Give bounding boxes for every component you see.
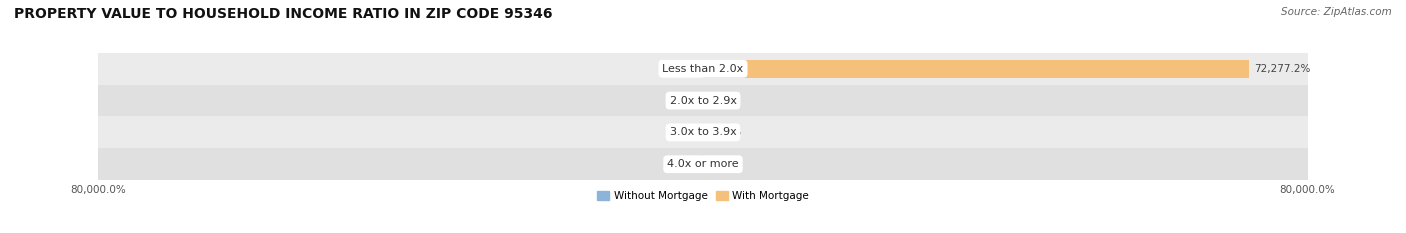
Text: 2.0x to 2.9x: 2.0x to 2.9x — [669, 96, 737, 106]
Text: 72,277.2%: 72,277.2% — [1254, 64, 1310, 74]
Legend: Without Mortgage, With Mortgage: Without Mortgage, With Mortgage — [593, 187, 813, 205]
Text: 37.6%: 37.6% — [709, 159, 741, 169]
Bar — [703, 60, 1249, 78]
Text: Less than 2.0x: Less than 2.0x — [662, 64, 744, 74]
Text: 0.0%: 0.0% — [672, 64, 699, 74]
Bar — [98, 85, 1308, 116]
Bar — [98, 148, 1308, 180]
Text: 3.0x to 3.9x: 3.0x to 3.9x — [669, 127, 737, 137]
Text: 0.0%: 0.0% — [672, 96, 699, 106]
Text: 20.2%: 20.2% — [665, 127, 697, 137]
Text: 23.3%: 23.3% — [709, 127, 741, 137]
Text: 0.0%: 0.0% — [707, 96, 734, 106]
Text: 4.0x or more: 4.0x or more — [668, 159, 738, 169]
Text: PROPERTY VALUE TO HOUSEHOLD INCOME RATIO IN ZIP CODE 95346: PROPERTY VALUE TO HOUSEHOLD INCOME RATIO… — [14, 7, 553, 21]
Text: 79.8%: 79.8% — [665, 159, 697, 169]
Bar — [98, 116, 1308, 148]
Bar — [98, 53, 1308, 85]
Text: Source: ZipAtlas.com: Source: ZipAtlas.com — [1281, 7, 1392, 17]
